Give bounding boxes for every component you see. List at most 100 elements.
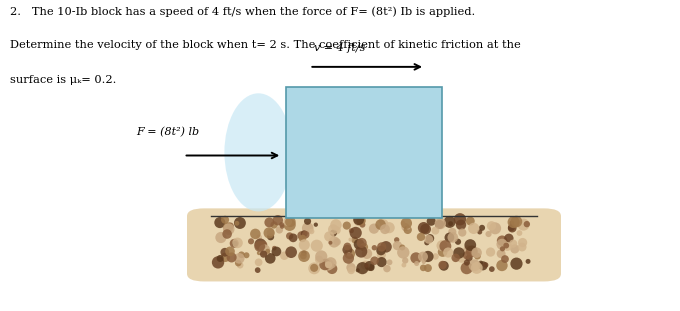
Point: [453, 239, 464, 244]
Point: [230, 241, 241, 246]
Point: [397, 245, 408, 250]
Point: [228, 241, 239, 246]
Point: [232, 240, 243, 245]
Point: [376, 260, 387, 265]
Point: [462, 253, 473, 258]
Point: [376, 218, 387, 223]
Point: [430, 254, 441, 259]
Point: [426, 219, 437, 224]
Point: [271, 249, 282, 254]
Point: [376, 252, 387, 257]
Point: [213, 260, 224, 265]
Point: [422, 266, 433, 271]
Point: [282, 219, 293, 224]
Point: [252, 268, 263, 273]
Point: [507, 226, 517, 231]
Point: [392, 243, 403, 248]
Point: [514, 230, 525, 235]
Point: [471, 265, 482, 270]
Point: [259, 248, 270, 253]
Point: [511, 261, 522, 266]
Point: [254, 244, 265, 249]
Point: [330, 222, 341, 227]
Point: [346, 228, 357, 233]
Ellipse shape: [224, 93, 292, 211]
Point: [475, 260, 486, 265]
Point: [358, 244, 369, 249]
Point: [437, 249, 448, 254]
Point: [345, 237, 356, 242]
Point: [430, 228, 441, 233]
Point: [369, 258, 380, 263]
Point: [384, 225, 394, 230]
Point: [216, 235, 226, 240]
Point: [265, 256, 275, 261]
Point: [461, 266, 472, 271]
Text: F = (8t²) lb: F = (8t²) lb: [136, 127, 199, 137]
Text: surface is μₖ= 0.2.: surface is μₖ= 0.2.: [10, 75, 116, 85]
Point: [480, 262, 491, 267]
Point: [265, 234, 276, 239]
Point: [301, 232, 311, 237]
Point: [418, 260, 429, 265]
Point: [322, 262, 333, 267]
Point: [356, 218, 367, 223]
Point: [214, 220, 225, 225]
Point: [457, 230, 468, 235]
Point: [398, 262, 409, 267]
Point: [356, 240, 367, 245]
Point: [462, 260, 473, 265]
Point: [511, 219, 522, 224]
Point: [422, 254, 433, 259]
Point: [226, 255, 237, 260]
Point: [466, 249, 477, 254]
Point: [254, 235, 265, 240]
Point: [523, 259, 534, 264]
Point: [324, 234, 335, 239]
Point: [486, 267, 497, 272]
Point: [496, 238, 507, 243]
Point: [450, 255, 461, 260]
Point: [236, 252, 247, 257]
Point: [456, 255, 467, 260]
Point: [500, 243, 511, 248]
Point: [343, 256, 354, 261]
Point: [462, 248, 473, 253]
Point: [250, 231, 260, 236]
Point: [477, 225, 488, 230]
Point: [297, 236, 308, 241]
Point: [258, 252, 269, 257]
Point: [364, 263, 375, 268]
Point: [465, 219, 476, 224]
Point: [331, 228, 342, 233]
Point: [341, 223, 352, 228]
Point: [332, 239, 343, 244]
Point: [447, 230, 458, 234]
Point: [496, 263, 507, 268]
Point: [264, 220, 275, 225]
Point: [450, 257, 461, 262]
Point: [357, 222, 368, 227]
Point: [424, 236, 435, 241]
Point: [220, 217, 231, 222]
Point: [509, 246, 520, 251]
Point: [469, 263, 480, 268]
Bar: [286, 87, 442, 218]
Point: [486, 223, 497, 228]
Point: [443, 250, 454, 255]
Point: [366, 265, 377, 270]
Point: [485, 249, 496, 254]
Point: [398, 250, 409, 255]
Point: [454, 217, 465, 222]
Point: [418, 225, 429, 230]
Point: [310, 222, 321, 227]
Point: [326, 266, 337, 271]
Point: [474, 230, 485, 234]
Point: [447, 235, 458, 240]
Point: [471, 250, 482, 255]
Point: [231, 221, 242, 226]
Point: [381, 244, 392, 249]
Point: [309, 266, 320, 271]
Point: [445, 221, 456, 226]
Point: [325, 261, 336, 266]
